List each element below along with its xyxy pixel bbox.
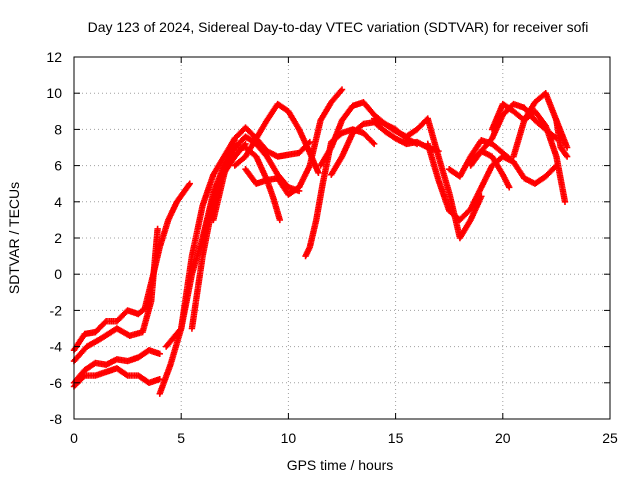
plus-marker xyxy=(369,139,377,146)
x-tick-label: 20 xyxy=(495,430,511,446)
plus-marker xyxy=(276,216,284,224)
plus-marker xyxy=(80,373,87,380)
series-track-15 xyxy=(328,118,442,178)
y-tick-label: 6 xyxy=(54,158,62,174)
x-tick-label: 25 xyxy=(602,430,618,446)
plus-marker xyxy=(186,180,193,187)
series-track-3 xyxy=(70,225,161,365)
y-tick-label: 8 xyxy=(54,121,62,137)
series-track-21 xyxy=(510,108,569,205)
plus-marker xyxy=(185,181,193,189)
plus-marker xyxy=(156,350,163,358)
y-tick-label: 2 xyxy=(54,230,62,246)
plus-marker xyxy=(370,140,378,148)
plus-marker xyxy=(338,86,346,93)
series-track-12 xyxy=(242,86,346,198)
y-tick-label: -4 xyxy=(50,339,63,355)
series-track-16 xyxy=(370,115,485,242)
x-tick-label: 10 xyxy=(281,430,297,446)
series-track-23 xyxy=(553,117,571,160)
y-tick-label: 0 xyxy=(54,266,62,282)
x-tick-label: 0 xyxy=(70,430,78,446)
plus-marker xyxy=(337,87,345,95)
y-axis-label: SDTVAR / TECUs xyxy=(6,182,22,294)
y-tick-label: -6 xyxy=(50,375,63,391)
x-tick-label: 5 xyxy=(177,430,185,446)
plus-marker xyxy=(154,225,161,233)
x-tick-label: 15 xyxy=(388,430,404,446)
y-tick-label: 4 xyxy=(54,194,62,210)
axis-ticks: 0 5 10 15 20 25 -8 -6 -4 -2 0 2 4 6 8 10 12 xyxy=(46,49,618,446)
y-tick-label: 10 xyxy=(46,85,62,101)
y-tick-label: -8 xyxy=(50,411,63,427)
plus-marker xyxy=(563,144,571,151)
plus-marker xyxy=(101,319,109,326)
chart-title: Day 123 of 2024, Sidereal Day-to-day VTE… xyxy=(88,19,589,35)
plus-marker xyxy=(563,153,571,160)
series-track-22 xyxy=(467,147,513,191)
plus-marker xyxy=(561,198,569,205)
series-track-10 xyxy=(210,124,314,224)
x-axis-label: GPS time / hours xyxy=(287,457,394,473)
series-track-1 xyxy=(70,305,148,354)
y-tick-label: 12 xyxy=(46,49,62,65)
data-markers xyxy=(70,86,571,397)
plus-marker xyxy=(563,152,570,159)
plus-marker xyxy=(156,375,163,383)
plus-marker xyxy=(506,184,513,191)
y-tick-label: -2 xyxy=(50,302,63,318)
plus-marker xyxy=(315,169,322,177)
series-track-6 xyxy=(156,135,238,397)
